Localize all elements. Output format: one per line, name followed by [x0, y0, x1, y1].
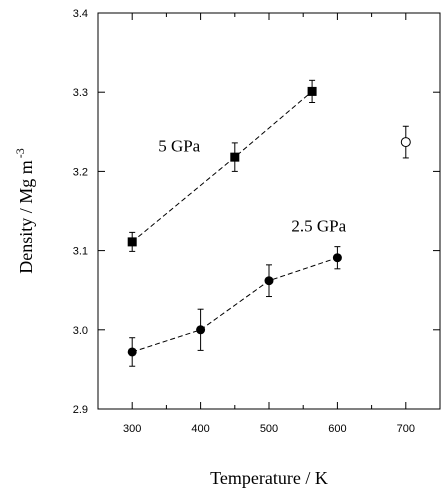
data-point-circle — [264, 276, 274, 286]
x-tick-label: 400 — [191, 423, 209, 435]
x-axis-title: Temperature / K — [210, 468, 328, 488]
x-tick-label: 500 — [260, 423, 278, 435]
data-markers — [127, 86, 411, 357]
x-tick-label: 300 — [123, 423, 141, 435]
data-point-square — [307, 86, 317, 96]
fit-line — [131, 91, 313, 243]
y-axis-title-superscript: -3 — [13, 148, 27, 158]
data-point-square — [127, 237, 137, 247]
fit-lines — [131, 91, 338, 353]
data-point-circle — [127, 347, 137, 357]
y-axis-title-main: Density / Mg m — [16, 160, 36, 274]
fit-line — [132, 257, 338, 353]
y-tick-label: 2.9 — [73, 404, 88, 416]
series-label-5-gpa: 5 GPa — [158, 137, 200, 156]
data-point-open-circle — [400, 137, 411, 148]
y-tick-label: 3.3 — [73, 87, 88, 99]
plot-frame — [97, 12, 441, 410]
y-tick-label: 3.2 — [73, 166, 88, 178]
error-bars — [129, 79, 409, 367]
x-tick-label: 700 — [397, 423, 415, 435]
x-tick-label: 600 — [328, 423, 346, 435]
y-tick-label: 3.0 — [73, 325, 88, 337]
y-axis-title: Density / Mg m -3 — [13, 148, 36, 274]
data-point-circle — [332, 253, 342, 263]
data-point-circle — [196, 325, 206, 335]
data-point-square — [230, 152, 240, 162]
axis-ticks: 300 400 500 600 700 2.9 3.0 3.1 3.2 3.3 3.4 — [73, 8, 441, 435]
series-label-2-5-gpa: 2.5 GPa — [291, 217, 346, 236]
y-tick-label: 3.1 — [73, 246, 88, 258]
y-tick-label: 3.4 — [73, 8, 88, 20]
